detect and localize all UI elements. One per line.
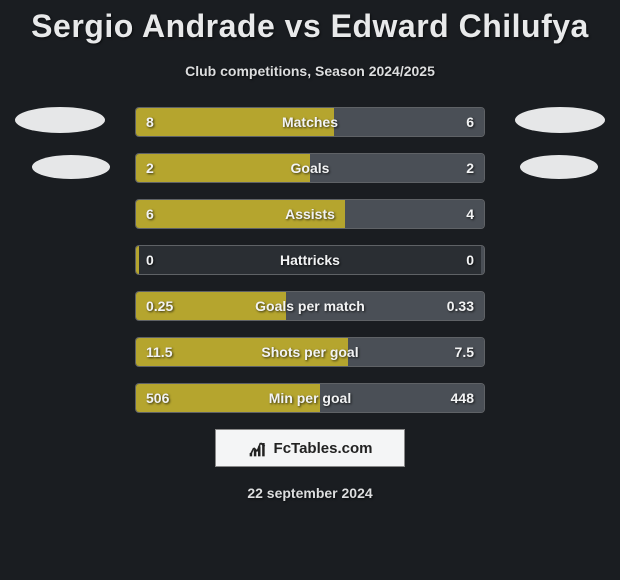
stat-label: Matches	[136, 108, 484, 136]
player2-name: Edward Chilufya	[331, 8, 589, 44]
stat-label: Goals per match	[136, 292, 484, 320]
stat-label: Goals	[136, 154, 484, 182]
stat-label: Hattricks	[136, 246, 484, 274]
brand-text: FcTables.com	[274, 440, 373, 457]
page-title: Sergio Andrade vs Edward Chilufya	[0, 0, 620, 45]
stat-row: 0.250.33Goals per match	[135, 291, 485, 321]
stat-label: Min per goal	[136, 384, 484, 412]
player1-avatar-placeholder-2	[32, 155, 110, 179]
stat-rows: 86Matches 22Goals 64Assists 00Hattricks 0.25…	[135, 107, 485, 413]
comparison-chart: 86Matches 22Goals 64Assists 00Hattricks 0.25…	[0, 107, 620, 413]
subtitle: Club competitions, Season 2024/2025	[0, 63, 620, 79]
stat-row: 22Goals	[135, 153, 485, 183]
player2-avatar-placeholder-1	[515, 107, 605, 133]
stat-row: 64Assists	[135, 199, 485, 229]
stat-label: Assists	[136, 200, 484, 228]
vs-text: vs	[285, 8, 322, 44]
stat-row: 86Matches	[135, 107, 485, 137]
date-text: 22 september 2024	[0, 485, 620, 501]
player1-avatar-placeholder-1	[15, 107, 105, 133]
player2-avatar-placeholder-2	[520, 155, 598, 179]
stat-row: 11.57.5Shots per goal	[135, 337, 485, 367]
stat-row: 506448Min per goal	[135, 383, 485, 413]
stat-label: Shots per goal	[136, 338, 484, 366]
player1-name: Sergio Andrade	[31, 8, 275, 44]
brand-chart-icon	[248, 438, 268, 458]
stat-row: 00Hattricks	[135, 245, 485, 275]
brand-badge[interactable]: FcTables.com	[215, 429, 405, 467]
